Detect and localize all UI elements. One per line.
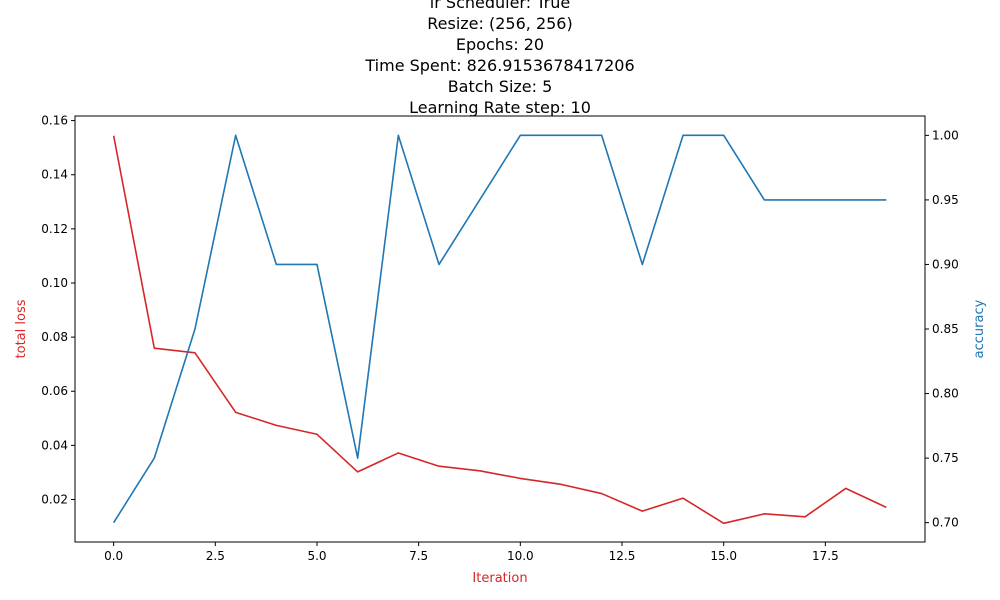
right-y-tick-label: 0.90 (932, 257, 959, 271)
title-line: Learning Rate step: 10 (409, 98, 591, 117)
x-tick-label: 5.0 (307, 549, 326, 563)
x-tick-label: 15.0 (710, 549, 737, 563)
left-y-tick-label: 0.04 (41, 438, 68, 452)
x-tick-label: 17.5 (812, 549, 839, 563)
title-line: lr Scheduler: True (430, 0, 570, 12)
right-y-axis: 0.70 0.75 0.80 0.85 0.90 0.95 1.00 (925, 128, 959, 530)
left-y-tick-label: 0.16 (41, 114, 68, 128)
left-y-axis-label: total loss (14, 299, 29, 358)
title-line: Epochs: 20 (456, 35, 544, 54)
title-line: Batch Size: 5 (448, 77, 553, 96)
right-y-tick-label: 1.00 (932, 128, 959, 142)
plot-series (112, 134, 887, 525)
x-axis-label: Iteration (472, 571, 527, 586)
accuracy-line (112, 134, 887, 524)
left-y-tick-label: 0.06 (41, 384, 68, 398)
left-y-tick-label: 0.10 (41, 276, 68, 290)
title-line: Time Spent: 826.9153678417206 (364, 56, 634, 75)
left-y-tick-label: 0.02 (41, 493, 68, 507)
x-tick-label: 0.0 (104, 549, 123, 563)
title-line: Resize: (256, 256) (427, 14, 572, 33)
right-y-tick-label: 0.70 (932, 516, 959, 530)
left-y-axis: 0.02 0.04 0.06 0.08 0.10 0.12 0.14 0.16 (41, 114, 75, 507)
total-loss-line (112, 135, 887, 525)
right-y-tick-label: 0.80 (932, 387, 959, 401)
left-y-tick-label: 0.12 (41, 222, 68, 236)
right-y-tick-label: 0.95 (932, 193, 959, 207)
right-y-tick-label: 0.75 (932, 451, 959, 465)
plot-frame (74, 115, 926, 543)
x-tick-label: 12.5 (609, 549, 636, 563)
x-tick-label: 7.5 (409, 549, 428, 563)
right-y-axis-label: accuracy (972, 299, 987, 358)
right-y-tick-label: 0.85 (932, 322, 959, 336)
x-tick-label: 10.0 (507, 549, 534, 563)
left-y-tick-label: 0.14 (41, 168, 68, 182)
chart-title: lr Scheduler: True Resize: (256, 256) Epoc… (364, 0, 634, 117)
left-y-tick-label: 0.08 (41, 330, 68, 344)
x-axis: 0.0 2.5 5.0 7.5 10.0 12.5 15.0 17.5 (104, 542, 839, 563)
x-tick-label: 2.5 (206, 549, 225, 563)
